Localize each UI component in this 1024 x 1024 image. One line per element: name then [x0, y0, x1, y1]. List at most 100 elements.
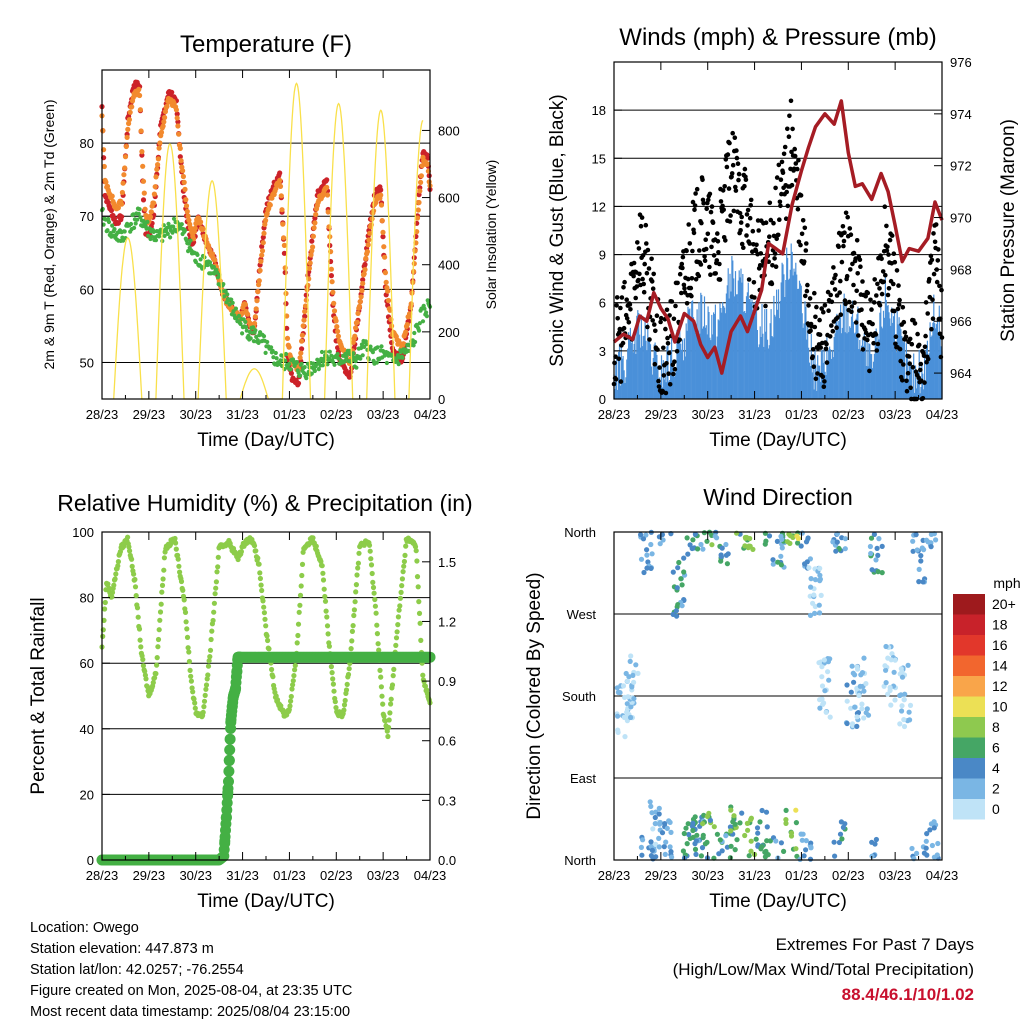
data-point	[748, 203, 753, 208]
data-point	[309, 238, 315, 244]
data-point	[252, 314, 258, 320]
data-point	[416, 599, 422, 605]
legend-swatch	[953, 758, 985, 779]
data-point	[400, 569, 406, 575]
data-point	[614, 303, 619, 308]
data-point	[724, 164, 730, 170]
data-point	[767, 234, 772, 239]
data-point	[848, 705, 854, 711]
data-point	[855, 666, 861, 672]
data-point	[851, 679, 857, 685]
data-point	[183, 197, 189, 203]
data-point	[253, 548, 259, 554]
data-point	[176, 563, 182, 569]
data-point	[188, 678, 194, 684]
data-point	[162, 233, 167, 238]
data-point	[157, 234, 162, 239]
x-tick-label: 29/23	[133, 868, 166, 883]
data-point	[618, 379, 624, 384]
data-point	[631, 696, 637, 702]
x-tick-label: 02/23	[320, 407, 353, 422]
data-point	[353, 582, 359, 588]
data-point	[304, 376, 309, 381]
data-point	[643, 222, 649, 228]
data-point	[414, 574, 421, 580]
data-point	[899, 708, 905, 714]
data-point	[391, 666, 397, 673]
data-point	[660, 537, 666, 543]
data-point	[656, 384, 662, 389]
data-point	[158, 601, 164, 607]
extremes-summary: Extremes For Past 7 Days (High/Low/Max W…	[673, 932, 974, 1007]
data-point	[381, 713, 387, 719]
data-point	[745, 827, 751, 833]
data-point	[425, 161, 431, 167]
data-point	[842, 546, 848, 552]
data-point	[856, 692, 862, 699]
data-point	[421, 679, 427, 685]
y-tick-label-right: 600	[438, 191, 460, 206]
legend-label: 18	[992, 617, 1008, 633]
data-point	[841, 243, 846, 249]
data-point	[666, 371, 671, 377]
data-point	[799, 530, 805, 536]
data-point	[159, 582, 166, 589]
data-point	[773, 838, 779, 844]
data-point	[837, 290, 842, 295]
x-tick-label: 04/23	[414, 868, 447, 883]
data-point	[896, 283, 901, 288]
y-tick-label-right: 970	[950, 211, 972, 226]
x-axis: 28/23 29/23 30/23 31/23 01/23 02/23 03/23 04/23	[86, 70, 447, 422]
data-point	[165, 231, 170, 236]
data-point	[288, 370, 294, 376]
data-point	[793, 820, 800, 826]
data-point	[781, 151, 787, 157]
data-point	[715, 239, 721, 244]
data-point	[399, 576, 405, 582]
data-point	[178, 578, 185, 585]
data-point	[661, 345, 666, 351]
data-point	[140, 656, 146, 663]
data-point	[330, 676, 336, 682]
data-point	[700, 546, 706, 552]
y-tick-label: North	[564, 853, 596, 868]
data-point	[723, 157, 729, 162]
data-point	[805, 282, 810, 288]
legend-swatch	[953, 778, 985, 799]
data-point	[720, 203, 725, 209]
y-axis-label: Sonic Wind & Gust (Blue, Black)	[547, 94, 568, 366]
data-point	[879, 570, 885, 576]
data-point	[417, 188, 423, 194]
data-point	[775, 559, 781, 565]
extremes-values: 88.4/46.1/10/1.02	[841, 985, 974, 1004]
data-point	[680, 254, 686, 260]
data-point	[801, 853, 807, 859]
data-point	[308, 252, 314, 258]
data-point	[930, 316, 936, 322]
data-point	[322, 593, 328, 600]
data-point	[685, 276, 691, 282]
data-point	[639, 852, 645, 858]
data-point	[869, 839, 875, 845]
data-point	[362, 261, 368, 268]
station-elevation: Station elevation: 447.873 m	[30, 941, 214, 957]
data-point	[820, 374, 826, 380]
data-point	[270, 674, 276, 680]
data-point	[354, 319, 360, 325]
data-point	[803, 539, 810, 545]
x-tick-label: 04/23	[414, 407, 447, 422]
data-point	[680, 848, 687, 854]
data-point	[307, 260, 313, 266]
data-point	[358, 356, 363, 361]
data-point	[320, 570, 326, 576]
data-point	[736, 171, 742, 177]
data-point	[811, 364, 817, 370]
data-point	[615, 316, 620, 321]
data-point	[764, 824, 770, 830]
data-point	[692, 207, 697, 213]
data-point	[407, 311, 413, 317]
data-point	[652, 322, 657, 327]
data-point	[348, 646, 354, 652]
data-point	[881, 279, 886, 285]
chart-title: Temperature (F)	[180, 31, 352, 58]
